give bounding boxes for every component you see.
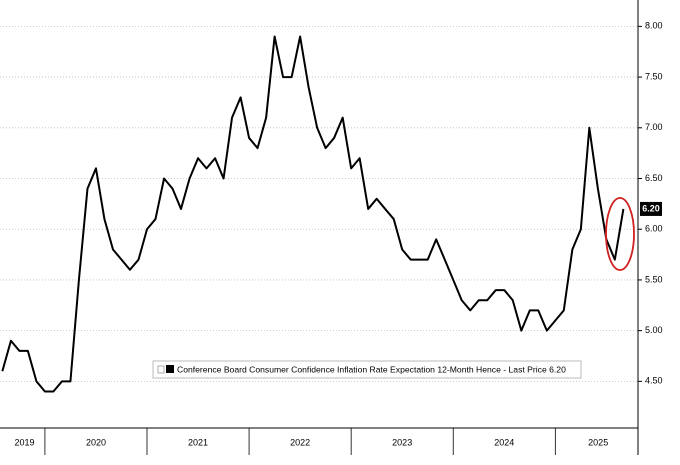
x-tick-label: 2025 <box>588 437 608 447</box>
legend-box <box>152 360 582 379</box>
legend-icon-frame <box>157 365 165 374</box>
y-tick-label: 7.00 <box>645 122 663 132</box>
x-tick-label: 2022 <box>290 437 310 447</box>
grid <box>0 25 638 382</box>
x-tick-label: 2024 <box>494 437 514 447</box>
plot <box>1 35 625 393</box>
axes: 4.50 5.00 5.50 6.00 6.50 7.00 7.50 8.00 2019 2020… <box>0 0 663 455</box>
x-tick-label: 2019 <box>14 437 34 447</box>
x-tick-label: 2020 <box>86 437 106 447</box>
legend-label: Conference Board Consumer Confidence Inf… <box>177 364 566 374</box>
y-tick-label: 4.50 <box>645 376 663 386</box>
legend: Conference Board Consumer Confidence Inf… <box>152 360 582 379</box>
x-tick-label: 2023 <box>392 437 412 447</box>
last-price-label: 6.20 <box>642 203 660 213</box>
y-tick-label: 6.50 <box>645 173 663 183</box>
y-tick-label: 5.50 <box>645 274 663 284</box>
y-tick-label: 8.00 <box>645 21 663 31</box>
highlight-circle <box>605 197 635 271</box>
series-line <box>1 35 625 393</box>
x-tick-label: 2021 <box>188 437 208 447</box>
y-tick-label: 6.00 <box>645 224 663 234</box>
last-price-box <box>640 201 662 216</box>
y-tick-label: 7.50 <box>645 71 663 81</box>
legend-swatch <box>166 365 174 373</box>
y-tick-label: 5.00 <box>645 325 663 335</box>
